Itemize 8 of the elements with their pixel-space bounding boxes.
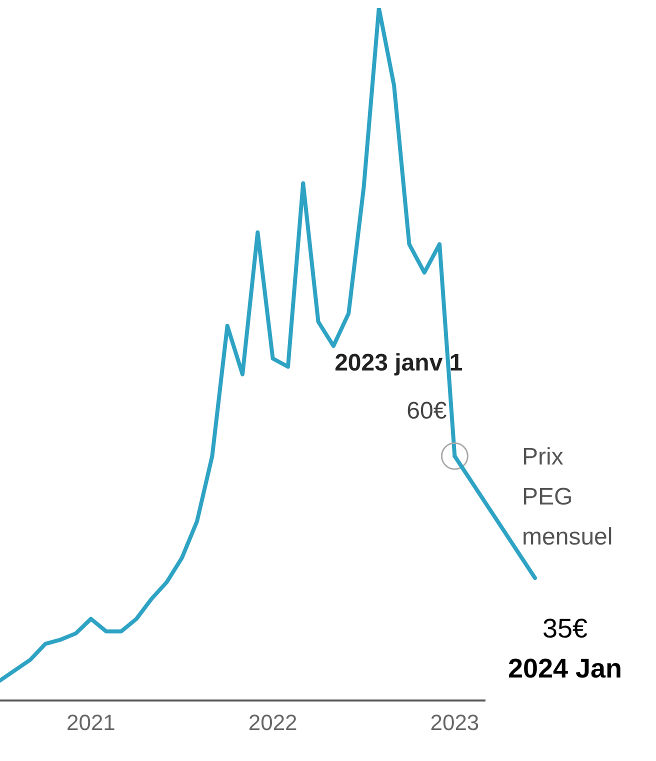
x-tick-label: 2022 — [248, 710, 298, 735]
x-tick-label: 2023 — [430, 710, 480, 735]
x-tick-label: 2021 — [66, 710, 116, 735]
text: 35€ — [542, 613, 588, 644]
text: 2024 Jan — [508, 653, 622, 684]
text: Prix PEG mensuel — [522, 444, 613, 551]
annotation: 2023 janv 1 — [334, 350, 463, 377]
annotation: 60€ — [406, 398, 448, 425]
